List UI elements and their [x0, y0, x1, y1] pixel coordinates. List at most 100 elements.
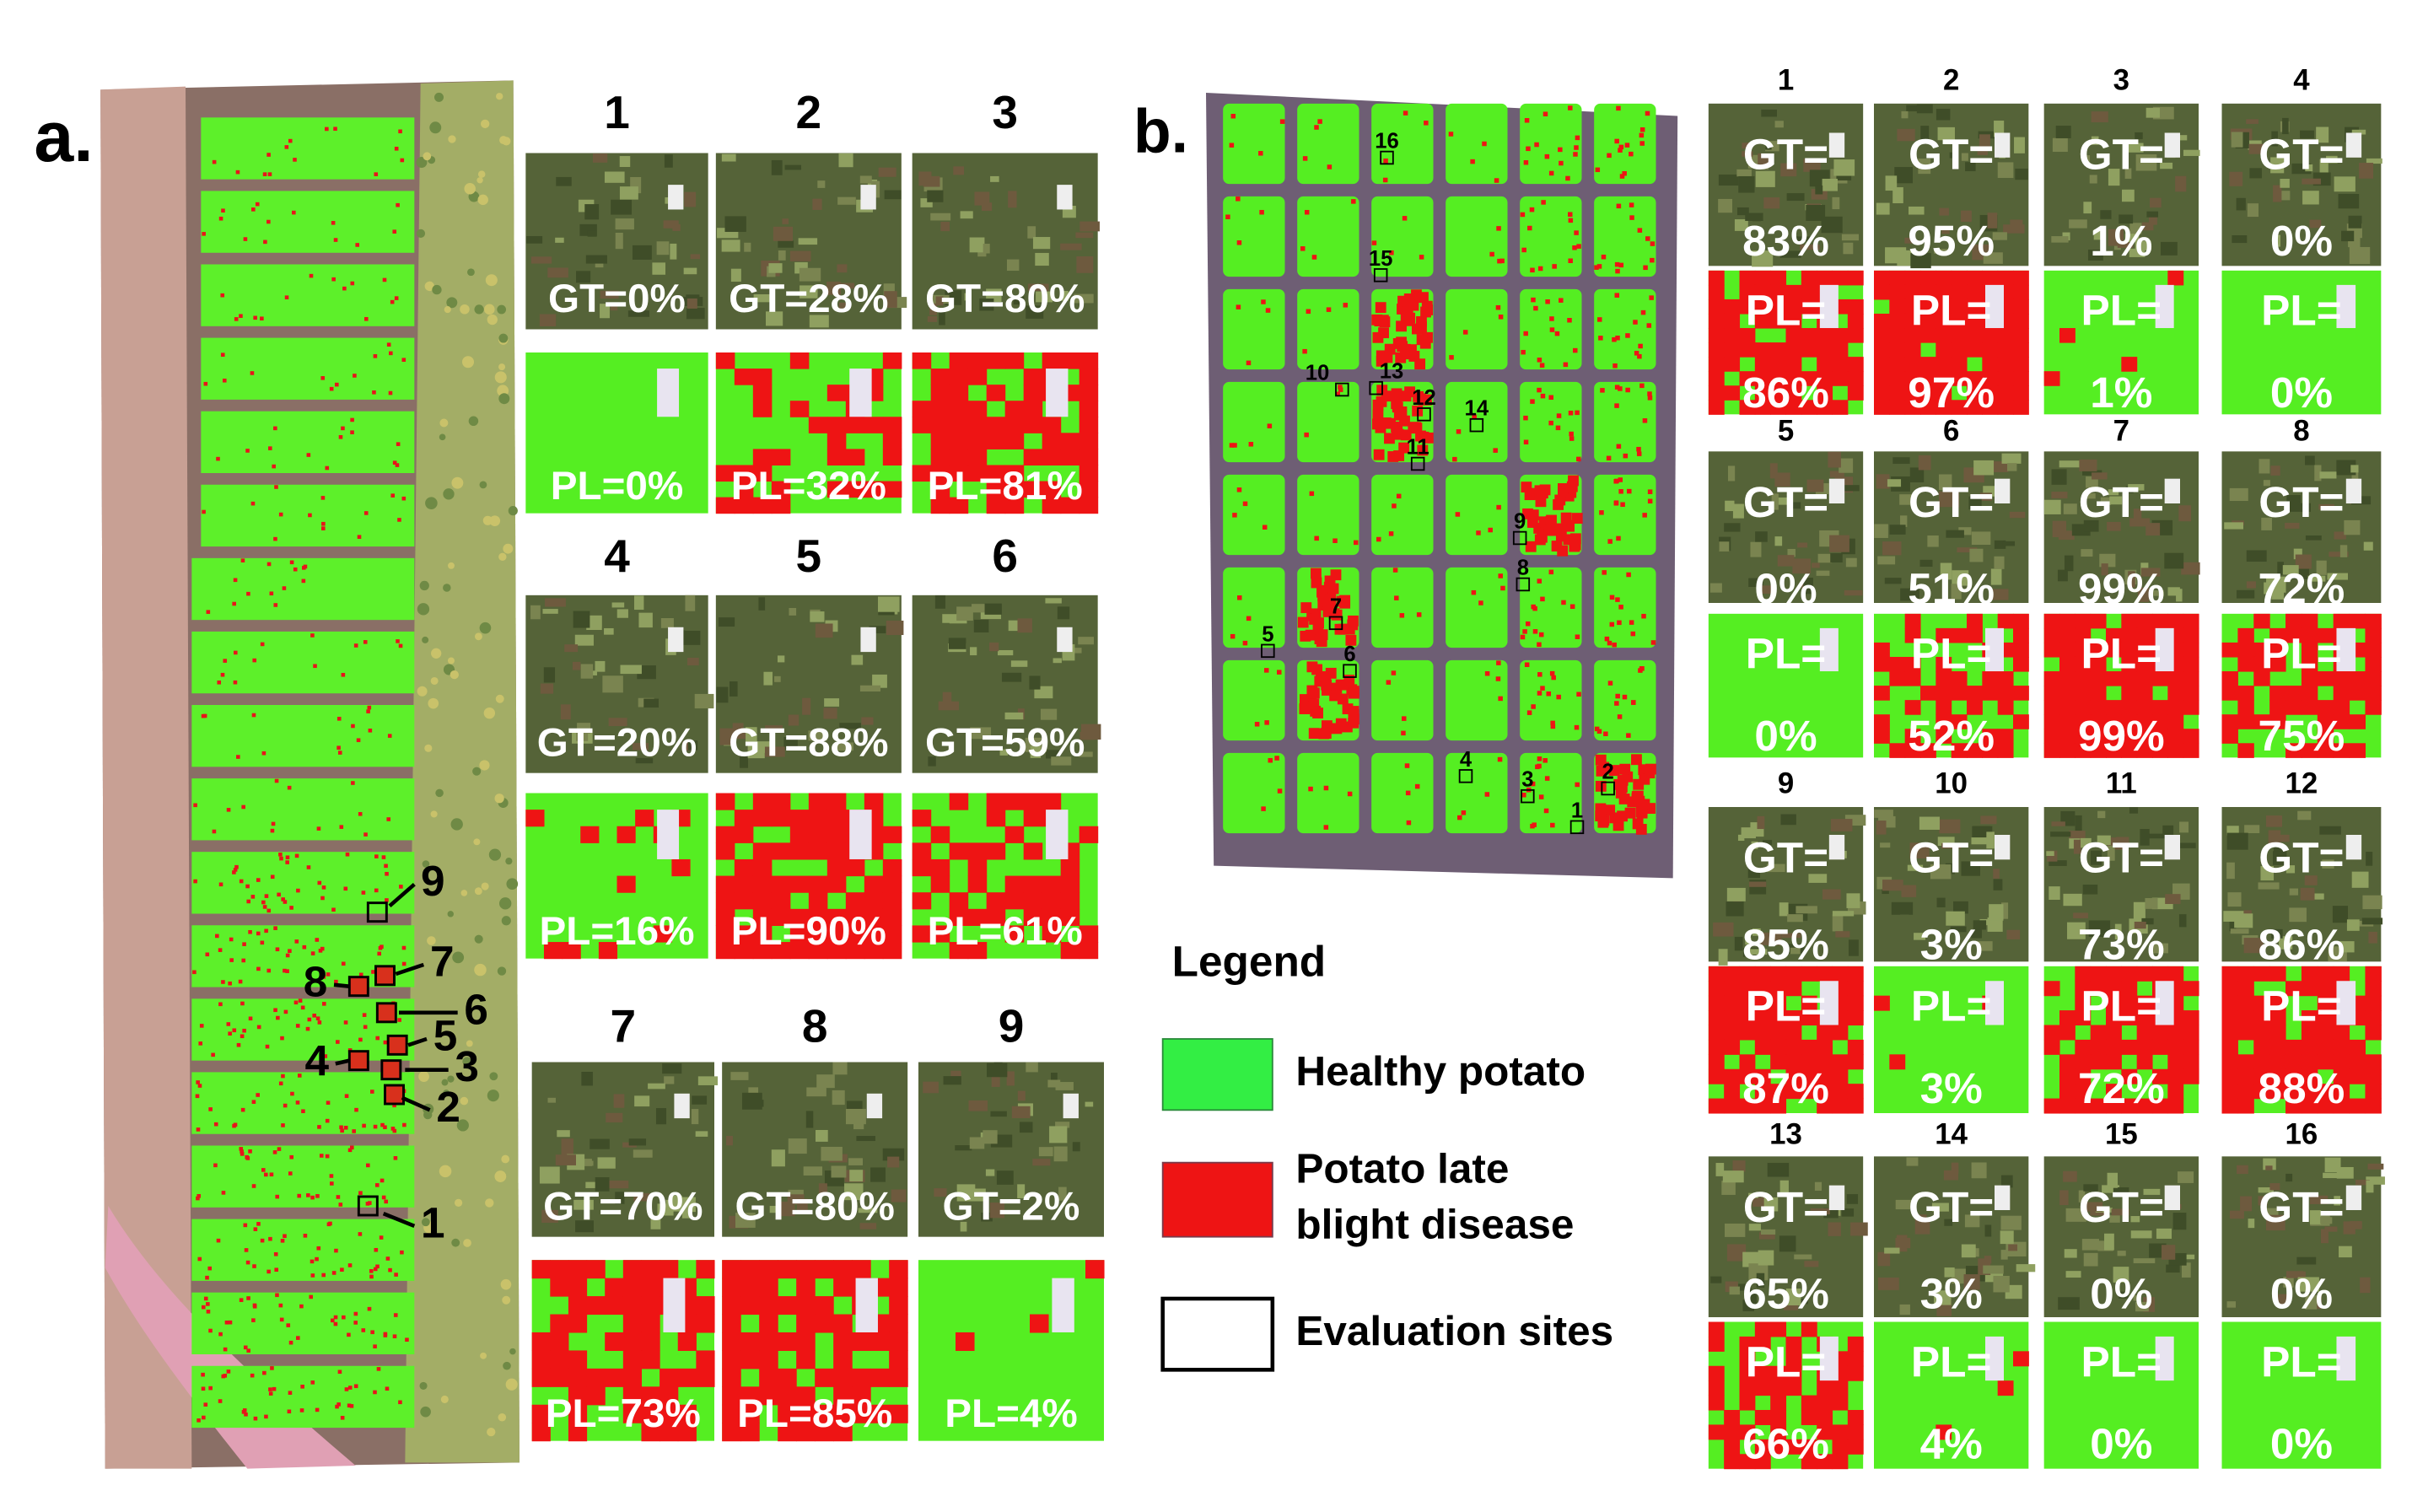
- disease-pixel: [1847, 1336, 1864, 1352]
- disease-pixel: [2167, 743, 2184, 758]
- disease-speck: [1261, 806, 1266, 811]
- photo-texture: [2064, 555, 2074, 572]
- photo-tag: [2164, 478, 2180, 504]
- disease-pixel: [1004, 417, 1025, 433]
- disease-speck: [244, 1412, 248, 1417]
- disease-speck: [287, 785, 292, 790]
- disease-pixel: [2365, 642, 2382, 658]
- disease-pixel: [986, 908, 1006, 926]
- disease-pixel: [2075, 995, 2092, 1011]
- photo-texture: [2135, 154, 2157, 171]
- site-label: 3: [1521, 768, 1533, 792]
- photo-texture: [1830, 553, 1843, 562]
- disease-speck: [223, 659, 228, 663]
- disease-patch: [1595, 780, 1607, 792]
- prediction: PL=4%: [945, 1391, 1078, 1436]
- disease-pixel: [722, 1296, 741, 1316]
- disease-speck: [373, 1267, 378, 1272]
- prediction: PL=: [1746, 982, 1827, 1030]
- disease-pixel: [1023, 449, 1043, 466]
- disease-speck: [374, 854, 379, 858]
- disease-pixel: [789, 875, 810, 893]
- disease-pixel: [2136, 700, 2153, 715]
- photo-texture: [1797, 542, 1808, 548]
- photo-texture: [2309, 219, 2322, 229]
- crop-texture: [498, 363, 506, 371]
- photo-texture: [2183, 149, 2200, 156]
- disease-pixel: [2365, 1084, 2382, 1100]
- photo-texture: [2130, 1216, 2140, 1223]
- disease-pixel: [1724, 995, 1741, 1011]
- photo-texture: [1971, 929, 1982, 939]
- disease-pixel: [2301, 671, 2318, 686]
- crop-texture: [474, 887, 482, 896]
- disease-speck: [325, 1154, 330, 1159]
- disease-pixel: [808, 908, 828, 926]
- disease-speck: [1626, 572, 1631, 578]
- tile-number: 2: [796, 86, 822, 138]
- photo-texture: [990, 1111, 1007, 1117]
- disease-pixel: [1708, 1424, 1725, 1440]
- disease-speck: [310, 1273, 315, 1278]
- ground-truth: 83%: [1742, 217, 1829, 265]
- disease-pixel: [1832, 342, 1849, 358]
- photo-texture: [2361, 917, 2383, 925]
- disease-speck: [215, 934, 219, 939]
- disease-speck: [1614, 385, 1620, 390]
- crop-texture: [432, 284, 442, 295]
- photo-texture: [2249, 168, 2262, 179]
- prediction: PL=61%: [928, 909, 1083, 954]
- photo-texture: [541, 1209, 558, 1223]
- disease-pixel: [2317, 671, 2334, 686]
- disease-pixel: [752, 465, 773, 482]
- photo-texture: [1761, 109, 1777, 117]
- disease-pixel: [2152, 1098, 2168, 1114]
- crop-texture: [454, 1198, 463, 1208]
- photo-texture: [730, 1072, 749, 1080]
- disease-speck: [1264, 668, 1269, 673]
- disease-pixel: [2106, 671, 2122, 686]
- disease-speck: [1631, 700, 1636, 705]
- disease-speck: [274, 778, 279, 783]
- disease-pixel: [715, 875, 735, 893]
- disease-pixel: [1770, 400, 1787, 415]
- photo-tag: [1828, 478, 1845, 504]
- photo-texture: [2329, 552, 2349, 557]
- disease-pixel: [1874, 642, 1890, 658]
- crop-texture: [466, 1040, 473, 1047]
- disease-pixel: [2253, 1054, 2270, 1070]
- disease-speck: [1549, 670, 1555, 676]
- photo-texture: [1061, 291, 1069, 301]
- photo-texture: [815, 1129, 828, 1142]
- disease-speck: [1618, 262, 1624, 268]
- disease-pixel: [956, 1332, 975, 1351]
- photo-texture: [2237, 1165, 2248, 1175]
- photo-texture: [1787, 914, 1803, 923]
- photo-texture: [802, 697, 811, 715]
- disease-pixel: [715, 465, 735, 482]
- disease-pixel: [1004, 925, 1025, 943]
- disease-pixel: [826, 925, 847, 943]
- disease-pixel: [740, 1386, 760, 1406]
- disease-pixel: [1832, 1454, 1849, 1470]
- disease-speck: [1650, 241, 1656, 246]
- disease-pixel: [1920, 313, 1936, 329]
- disease-patch: [1534, 534, 1546, 546]
- photo-texture: [1943, 1170, 1959, 1181]
- disease-pixel: [1936, 1424, 1952, 1440]
- disease-speck: [1639, 141, 1645, 146]
- photo-texture: [774, 675, 781, 682]
- photo-texture: [1715, 1163, 1725, 1176]
- disease-pixel: [2349, 743, 2366, 758]
- photo-texture: [2293, 548, 2302, 560]
- disease-pixel: [2183, 1010, 2199, 1026]
- disease-speck: [1264, 720, 1269, 725]
- tile-number: 3: [2113, 63, 2129, 96]
- disease-pixel: [715, 497, 735, 514]
- disease-speck: [321, 526, 326, 530]
- disease-speck: [1640, 309, 1646, 315]
- disease-speck: [281, 897, 285, 901]
- photo-texture: [2161, 1245, 2176, 1260]
- photo-texture: [1997, 162, 2014, 178]
- disease-pixel: [1832, 270, 1849, 286]
